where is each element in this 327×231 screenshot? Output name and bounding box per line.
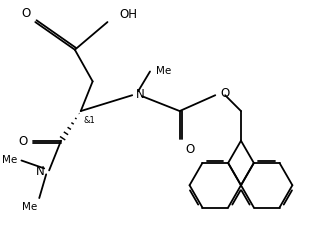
Text: Me: Me — [156, 65, 171, 75]
Text: O: O — [220, 86, 230, 99]
Text: N: N — [35, 164, 44, 177]
Text: O: O — [186, 142, 195, 155]
Text: &1: &1 — [84, 116, 95, 125]
Text: N: N — [136, 87, 145, 100]
Text: O: O — [21, 7, 30, 20]
Text: Me: Me — [22, 201, 37, 211]
Text: OH: OH — [119, 8, 137, 21]
Text: O: O — [18, 135, 27, 148]
Text: Me: Me — [2, 154, 18, 164]
